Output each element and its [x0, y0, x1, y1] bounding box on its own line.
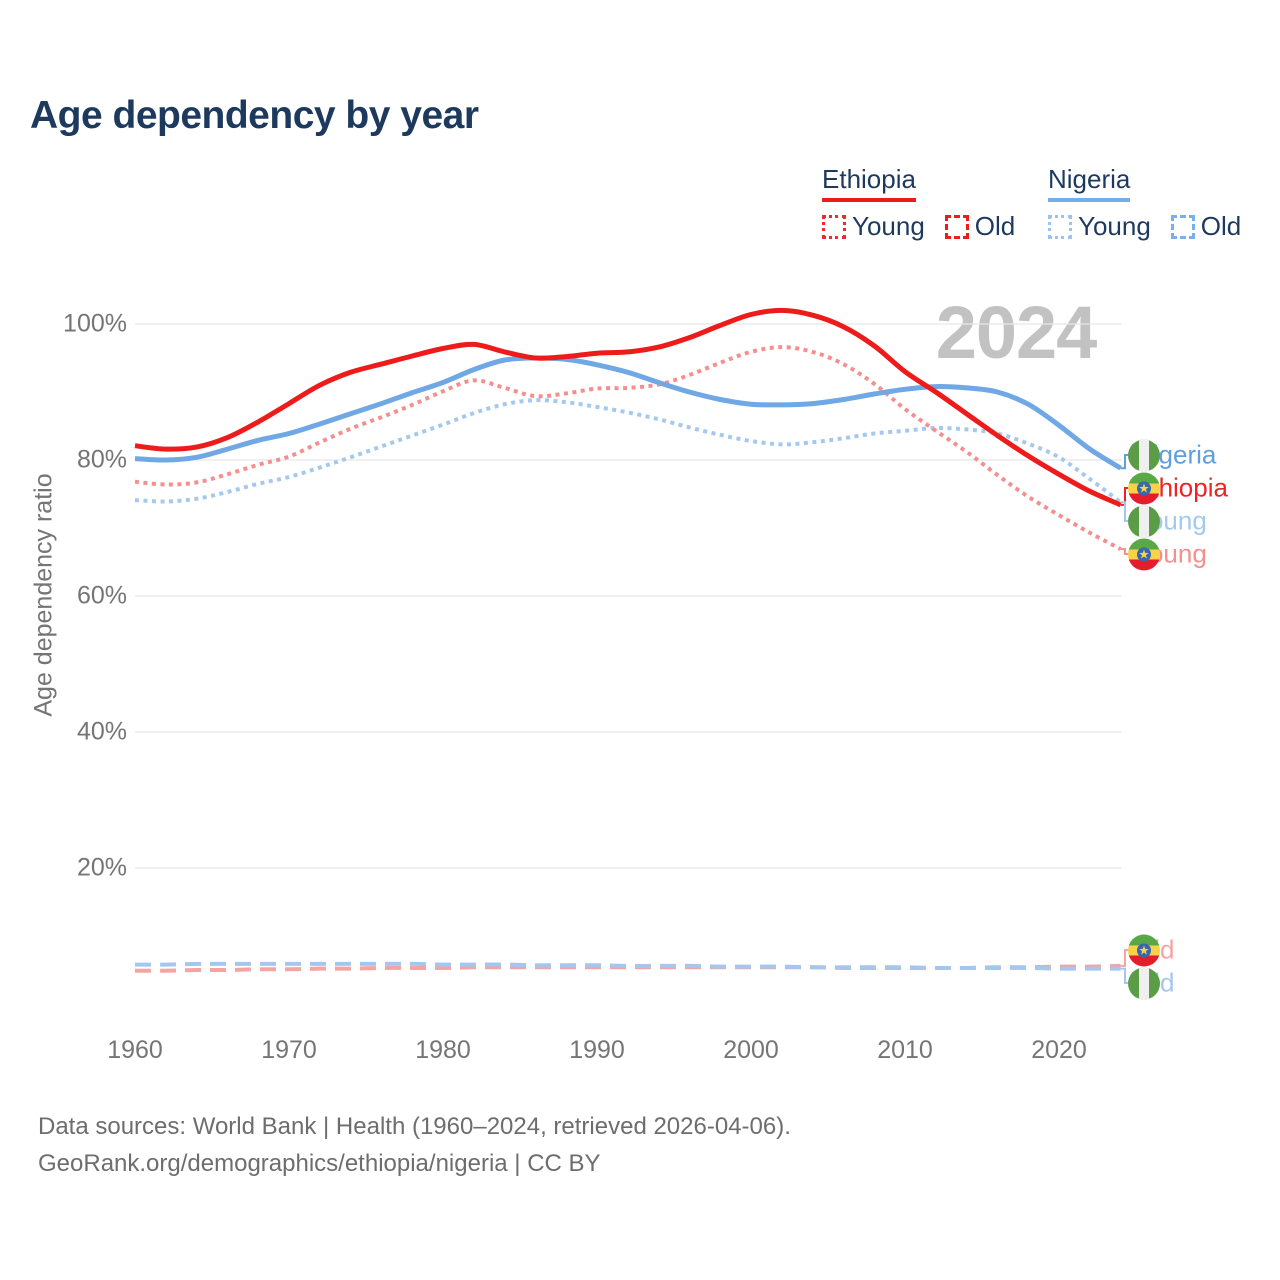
legend-item-ethiopia-old: Old	[944, 211, 1016, 242]
legend-group-ethiopia: Ethiopia Young Old	[822, 164, 1035, 242]
legend-country-nigeria: Nigeria	[1048, 164, 1131, 202]
y-tick-label: 60%	[76, 581, 127, 610]
page-title: Age dependency by year	[30, 94, 479, 137]
x-tick-label: 1960	[107, 1036, 163, 1064]
footer-attribution: GeoRank.org/demographics/ethiopia/nigeri…	[38, 1150, 601, 1177]
footer: Data sources: World Bank | Health (1960–…	[38, 1108, 791, 1182]
y-axis-title: Age dependency ratio	[29, 473, 58, 717]
x-tick-label: 1980	[415, 1036, 471, 1064]
legend-item-label: Old	[1200, 211, 1242, 241]
leader-line	[1120, 949, 1128, 967]
legend-item-nigeria-old: Old	[1170, 211, 1242, 242]
y-tick-label: 40%	[76, 717, 127, 746]
series-line-nigeria-old	[134, 961, 1121, 971]
end-label-old-ethiopia: Old	[1128, 934, 1174, 967]
nigeria-flag-icon	[1128, 967, 1160, 1000]
end-label-young-ethiopia: Young	[1128, 538, 1207, 571]
series-line-ethiopia-young	[134, 345, 1122, 551]
y-tick-label: 80%	[76, 445, 127, 474]
legend-item-label: Young	[1078, 211, 1151, 241]
end-label-old-nigeria: Old	[1128, 967, 1174, 1000]
end-label-nigeria-nigeria: Nigeria	[1128, 439, 1216, 472]
legend-item-label: Old	[974, 211, 1016, 241]
nigeria-flag-icon	[1128, 505, 1160, 538]
old-dashed-swatch-icon	[1170, 214, 1195, 239]
ethiopia-flag-icon	[1128, 538, 1160, 571]
leader-line	[1120, 454, 1128, 470]
x-tick-label: 2000	[723, 1036, 779, 1064]
y-tick-label: 20%	[76, 853, 127, 882]
young-dotted-swatch-icon	[822, 214, 846, 239]
legend-country-ethiopia: Ethiopia	[822, 164, 916, 202]
nigeria-flag-icon	[1128, 439, 1160, 472]
ethiopia-flag-icon	[1128, 934, 1160, 967]
leader-line	[1120, 548, 1128, 555]
legend-item-label: Young	[852, 211, 925, 241]
series-line-nigeria-young	[134, 398, 1122, 504]
ethiopia-flag-icon	[1128, 472, 1160, 505]
series-line-ethiopia	[134, 307, 1122, 508]
x-tick-label: 2020	[1031, 1036, 1087, 1064]
legend-item-nigeria-young: Young	[1048, 211, 1151, 242]
old-dashed-swatch-icon	[944, 214, 969, 239]
leader-line	[1120, 487, 1128, 506]
young-dotted-swatch-icon	[1048, 214, 1072, 239]
leader-line	[1120, 967, 1128, 984]
leader-line	[1120, 501, 1128, 522]
end-label-ethiopia-ethiopia: Ethiopia	[1128, 472, 1228, 505]
x-tick-label: 2010	[877, 1036, 933, 1064]
y-tick-label: 100%	[63, 309, 127, 338]
watermark-year: 2024	[936, 291, 1097, 374]
x-tick-label: 1970	[261, 1036, 317, 1064]
legend-group-nigeria: Nigeria Young Old	[1048, 164, 1261, 242]
legend-item-ethiopia-young: Young	[822, 211, 925, 242]
footer-data-sources: Data sources: World Bank | Health (1960–…	[38, 1113, 791, 1140]
end-label-young-nigeria: Young	[1128, 505, 1207, 538]
series-line-ethiopia-old	[134, 963, 1121, 973]
series-line-nigeria	[134, 355, 1122, 471]
x-tick-label: 1990	[569, 1036, 625, 1064]
